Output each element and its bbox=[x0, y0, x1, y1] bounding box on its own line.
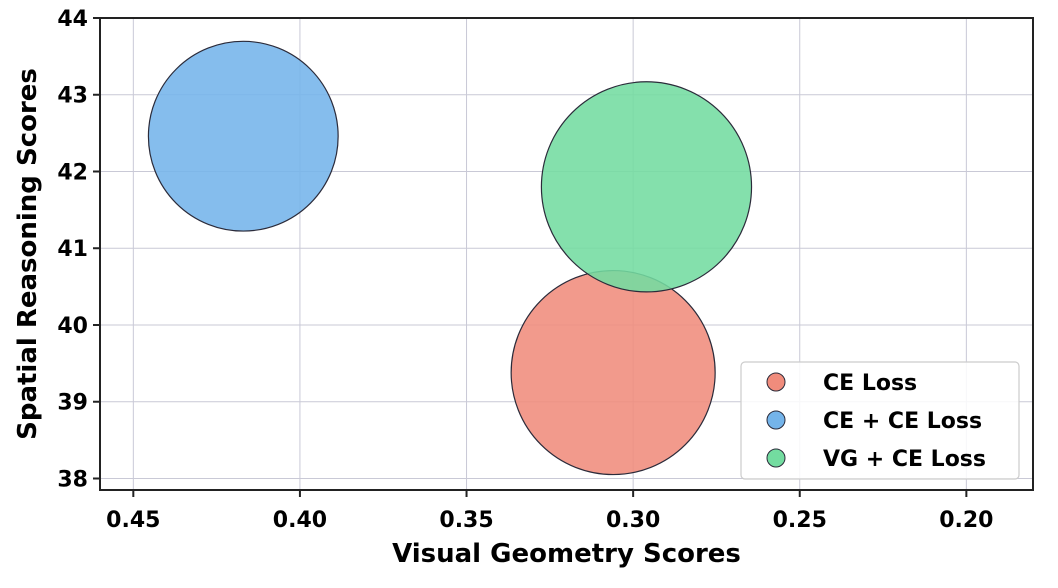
plot-frame bbox=[99, 17, 1034, 491]
legend-label: VG + CE Loss bbox=[823, 447, 986, 472]
y-tick-label: 43 bbox=[57, 84, 88, 109]
y-tick-label: 38 bbox=[57, 467, 88, 492]
y-axis-ticks: 38 39 40 41 42 43 44 bbox=[57, 7, 100, 492]
x-tick-label: 0.45 bbox=[106, 508, 160, 533]
legend-marker bbox=[766, 410, 786, 430]
legend: CE Loss CE + CE Loss VG + CE Loss bbox=[740, 361, 1020, 480]
data-points bbox=[147, 40, 753, 476]
x-axis-ticks: 0.45 0.40 0.35 0.30 0.25 0.20 bbox=[106, 490, 993, 533]
x-tick-label: 0.40 bbox=[273, 508, 327, 533]
x-tick-label: 0.30 bbox=[606, 508, 660, 533]
y-tick-label: 44 bbox=[57, 7, 88, 32]
x-tick-label: 0.20 bbox=[939, 508, 993, 533]
y-axis-label: Spatial Reasoning Scores bbox=[13, 68, 43, 440]
x-tick-label: 0.35 bbox=[439, 508, 493, 533]
y-tick-label: 41 bbox=[57, 237, 88, 262]
legend-label: CE + CE Loss bbox=[823, 409, 982, 434]
legend-box bbox=[740, 361, 1020, 480]
data-point bbox=[147, 40, 339, 232]
y-tick-label: 40 bbox=[57, 314, 88, 339]
legend-marker bbox=[766, 372, 786, 392]
y-tick-label: 42 bbox=[57, 160, 88, 185]
y-tick-label: 39 bbox=[57, 391, 88, 416]
x-tick-label: 0.25 bbox=[773, 508, 827, 533]
data-point bbox=[510, 269, 716, 476]
legend-marker bbox=[766, 448, 786, 468]
x-axis-label: Visual Geometry Scores bbox=[392, 539, 741, 569]
data-point bbox=[540, 81, 753, 293]
legend-label: CE Loss bbox=[823, 371, 917, 396]
